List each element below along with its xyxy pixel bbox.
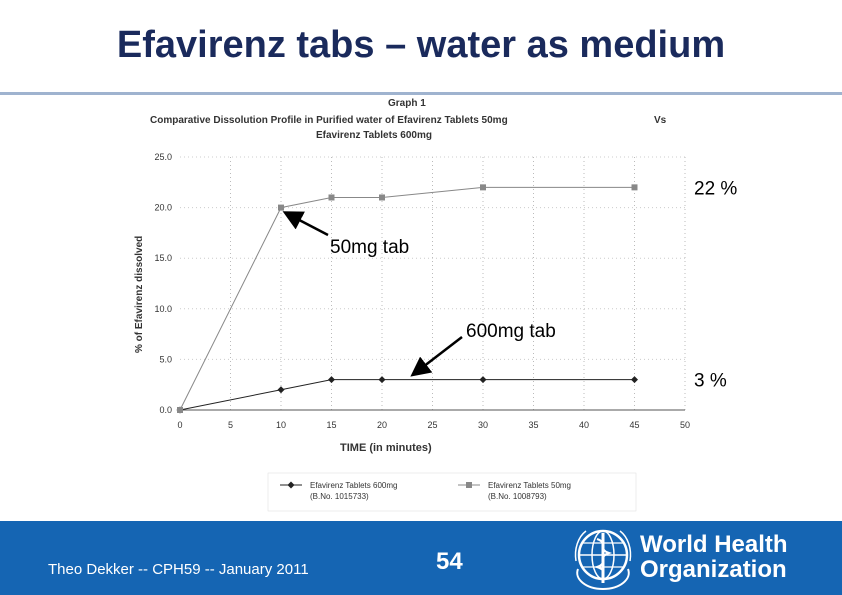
data-point-square (177, 407, 183, 413)
x-tick-label: 20 (377, 420, 387, 430)
y-tick-label: 5.0 (159, 354, 172, 364)
chart-title-line1: Comparative Dissolution Profile in Purif… (150, 115, 508, 126)
title-divider (0, 92, 842, 95)
data-point-square (328, 194, 335, 201)
x-tick-label: 50 (680, 420, 690, 430)
data-point-square (379, 194, 385, 201)
slide-title: Efavirenz tabs – water as medium (116, 24, 726, 66)
page-number: 54 (436, 548, 463, 575)
y-tick-label: 20.0 (154, 203, 172, 213)
data-point-diamond (378, 376, 386, 384)
dissolution-chart: Graph 1 Comparative Dissolution Profile … (118, 95, 748, 520)
x-tick-label: 30 (478, 420, 488, 430)
data-point-diamond (479, 376, 487, 384)
legend-label: Efavirenz Tablets 50mg (488, 481, 571, 490)
x-tick-label: 35 (528, 420, 538, 430)
x-tick-label: 45 (629, 420, 639, 430)
x-tick-label: 40 (579, 420, 589, 430)
annotation-50mg-tab: 50mg tab (330, 237, 409, 258)
data-point-square (480, 184, 486, 191)
x-tick-label: 5 (228, 420, 233, 430)
chart-container: Graph 1 Comparative Dissolution Profile … (118, 95, 748, 520)
who-wordmark-line2: Organization (640, 556, 787, 583)
y-tick-label: 25.0 (154, 152, 172, 162)
legend-label: Efavirenz Tablets 600mg (310, 481, 397, 490)
legend-box (267, 472, 637, 512)
annotation-arrow-600mg (410, 336, 463, 377)
chart-title-vs: Vs (654, 115, 667, 126)
x-tick-label: 10 (276, 420, 286, 430)
x-tick-label: 15 (326, 420, 336, 430)
annotation-arrow-50mg (282, 211, 329, 237)
annotation-600mg-tab: 600mg tab (466, 321, 556, 342)
footer-bar (0, 521, 842, 595)
series-line-1 (179, 186, 635, 411)
graph-label: Graph 1 (388, 98, 426, 109)
who-wordmark-line1: World Health (640, 531, 788, 558)
y-tick-label: 0.0 (159, 405, 172, 415)
y-axis-label: % of Efavirenz dissolved (134, 236, 145, 353)
series-line-0 (179, 379, 635, 411)
annotation-22-percent: 22 % (694, 178, 737, 199)
data-point-diamond (631, 376, 638, 384)
chart-title-line2: Efavirenz Tablets 600mg (316, 130, 432, 141)
data-point-square (631, 184, 638, 191)
x-tick-label: 25 (427, 420, 437, 430)
who-emblem-icon (574, 529, 632, 591)
legend-marker-diamond (287, 481, 295, 489)
who-wordmark: World Health Organization (640, 532, 788, 582)
y-tick-label: 15.0 (154, 253, 172, 263)
data-point-square (278, 204, 284, 211)
y-tick-label: 10.0 (154, 304, 172, 314)
annotation-3-percent: 3 % (694, 371, 727, 392)
legend-batch: (B.No. 1015733) (310, 492, 369, 501)
legend-marker-square (466, 482, 472, 488)
data-point-diamond (277, 386, 285, 394)
chart-background (118, 95, 748, 520)
data-point-diamond (328, 376, 335, 384)
x-axis-label: TIME (in minutes) (340, 442, 432, 454)
x-tick-label: 0 (177, 420, 182, 430)
footer-author: Theo Dekker -- CPH59 -- January 2011 (48, 561, 309, 578)
legend-batch: (B.No. 1008793) (488, 492, 547, 501)
